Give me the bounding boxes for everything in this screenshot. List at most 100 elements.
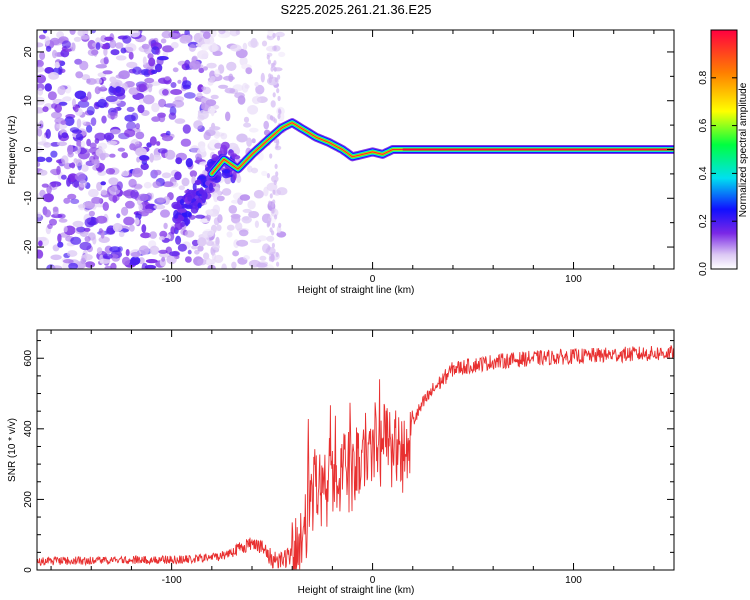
y-tick-label: 0 — [23, 146, 34, 152]
noise-blob — [196, 92, 203, 99]
noise-blob — [195, 153, 202, 160]
noise-blob — [197, 237, 207, 247]
noise-blob — [70, 198, 80, 204]
ridge-blob — [187, 194, 193, 202]
noise-blob — [57, 85, 66, 96]
noise-blob — [251, 96, 261, 105]
noise-blob — [37, 42, 44, 48]
noise-blob — [51, 265, 63, 269]
noise-blob — [174, 171, 182, 181]
noise-blob — [276, 88, 280, 94]
noise-blob — [178, 185, 185, 191]
noise-blob — [160, 38, 167, 44]
noise-blob — [77, 100, 90, 108]
noise-blob — [161, 135, 174, 142]
noise-blob — [275, 171, 279, 177]
noise-blob — [212, 243, 220, 251]
noise-blob — [99, 254, 104, 264]
noise-blob — [275, 143, 279, 149]
noise-blob — [131, 112, 139, 122]
noise-blob — [183, 92, 196, 99]
noise-blob — [80, 34, 90, 40]
noise-blob — [141, 224, 147, 233]
noise-blob — [45, 156, 53, 163]
noise-blob — [124, 200, 135, 209]
noise-blob — [225, 111, 231, 122]
snr-panel: -100 0 100 0 200 400 600 Height of straight li… — [7, 329, 675, 596]
noise-blob — [98, 142, 108, 150]
noise-blob — [276, 261, 280, 267]
noise-blob — [190, 145, 200, 154]
noise-blob — [112, 195, 118, 204]
noise-blob — [177, 79, 182, 84]
noise-blob — [67, 250, 78, 257]
noise-blob — [57, 241, 64, 248]
noise-blob — [243, 255, 250, 261]
noise-blob — [155, 47, 161, 56]
noise-blob — [261, 40, 268, 47]
noise-blob — [274, 163, 278, 169]
noise-blob — [267, 30, 274, 37]
noise-blob — [153, 204, 166, 210]
noise-blob — [165, 130, 171, 137]
noise-blob — [73, 36, 82, 42]
noise-blob — [231, 261, 237, 269]
noise-blob — [273, 66, 277, 72]
noise-blob — [149, 136, 157, 146]
ridge-blob — [208, 182, 214, 192]
noise-blob — [116, 181, 123, 191]
noise-blob — [50, 254, 62, 261]
noise-blob — [189, 170, 198, 178]
x-tick-label: 0 — [370, 274, 376, 285]
noise-blob — [37, 161, 41, 167]
noise-blob — [144, 208, 154, 214]
noise-blob — [115, 85, 122, 94]
noise-blob — [101, 115, 107, 124]
noise-blob — [214, 69, 221, 77]
noise-blob — [68, 262, 78, 269]
noise-blob — [177, 243, 187, 252]
noise-blob — [128, 51, 134, 60]
noise-blob — [235, 222, 243, 231]
noise-blob — [210, 75, 216, 82]
noise-blob — [79, 60, 89, 71]
noise-blob — [122, 35, 132, 44]
noise-blob — [278, 222, 282, 228]
noise-blob — [175, 239, 181, 245]
noise-blob — [275, 31, 285, 38]
noise-blob — [271, 222, 275, 229]
noise-blob — [91, 196, 102, 204]
noise-blob — [104, 265, 113, 269]
noise-blob — [125, 249, 130, 257]
noise-blob — [42, 193, 54, 203]
noise-blob — [216, 224, 222, 232]
noise-blob — [90, 30, 96, 34]
noise-blob — [205, 259, 216, 266]
noise-blob — [125, 43, 137, 53]
noise-blob — [154, 169, 162, 176]
ridge-blob — [231, 154, 241, 160]
noise-blob — [266, 54, 270, 60]
noise-blob — [273, 179, 277, 186]
y-tick-label: -20 — [23, 239, 34, 254]
noise-blob — [88, 188, 99, 198]
noise-blob — [78, 203, 86, 211]
noise-blob — [138, 245, 150, 256]
noise-blob — [81, 74, 91, 81]
noise-blob — [277, 108, 282, 114]
noise-blob — [148, 57, 156, 67]
noise-blob — [49, 37, 61, 46]
noise-blob — [182, 124, 191, 134]
noise-blob — [109, 76, 117, 83]
noise-blob — [161, 30, 172, 39]
noise-blob — [44, 36, 51, 46]
noise-blob — [275, 138, 280, 144]
noise-blob — [249, 239, 262, 244]
noise-blob — [58, 101, 68, 106]
noise-blob — [151, 102, 160, 113]
noise-blob — [158, 249, 168, 254]
noise-blob — [185, 256, 192, 263]
noise-blob — [128, 87, 139, 95]
noise-blob — [51, 111, 62, 119]
